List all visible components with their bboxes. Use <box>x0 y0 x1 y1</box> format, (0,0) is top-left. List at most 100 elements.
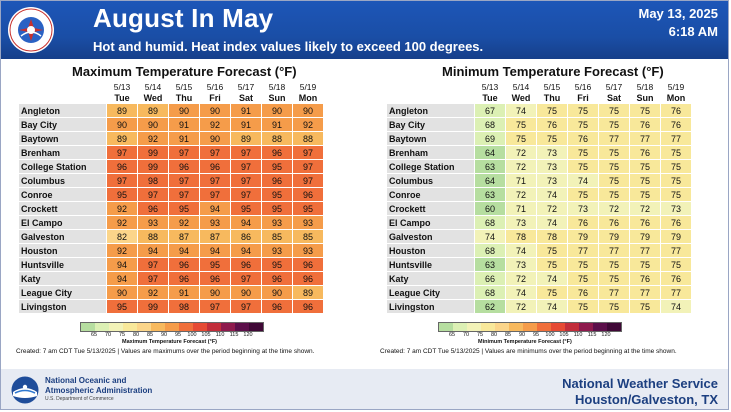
max-row: Houston 92 94 94 94 94 93 93 <box>18 243 324 258</box>
max-legend-swatch <box>81 323 95 331</box>
max-value-cell: 97 <box>199 145 231 160</box>
max-legend-tick: 100 <box>187 332 197 338</box>
min-city-cell: Brenham <box>386 145 475 160</box>
max-legend-swatch <box>249 323 263 331</box>
min-value-cell: 75 <box>598 145 630 160</box>
noaa-name: National Oceanic and Atmospheric Adminis… <box>45 376 152 405</box>
max-value-cell: 96 <box>292 299 324 314</box>
min-color-legend <box>438 322 622 332</box>
max-legend-swatch <box>95 323 109 331</box>
max-city-cell: Bay City <box>18 117 107 132</box>
min-value-cell: 74 <box>474 229 506 244</box>
max-value-cell: 94 <box>106 257 138 272</box>
min-value-cell: 79 <box>567 229 599 244</box>
nws-line2: Houston/Galveston, TX <box>574 392 718 407</box>
max-date-header: 5/17 <box>237 81 255 92</box>
min-value-cell: 66 <box>474 271 506 286</box>
max-value-cell: 88 <box>292 131 324 146</box>
max-value-cell: 87 <box>168 229 200 244</box>
max-value-cell: 95 <box>106 299 138 314</box>
min-value-cell: 76 <box>629 117 661 132</box>
max-value-cell: 96 <box>261 299 293 314</box>
max-date-header: 5/13 <box>113 81 131 92</box>
min-value-cell: 73 <box>660 201 692 216</box>
max-value-cell: 97 <box>230 187 262 202</box>
max-row: Huntsville 94 97 96 95 96 95 96 <box>18 257 324 272</box>
max-value-cell: 96 <box>199 159 231 174</box>
max-value-cell: 92 <box>168 215 200 230</box>
max-value-cell: 88 <box>261 131 293 146</box>
max-temp-panel: Maximum Temperature Forecast (°F) 5/13 5/… <box>10 64 365 364</box>
max-value-cell: 97 <box>230 145 262 160</box>
max-value-cell: 95 <box>261 201 293 216</box>
max-corner-2 <box>19 92 107 104</box>
max-city-cell: Houston <box>18 243 107 258</box>
max-value-cell: 93 <box>261 243 293 258</box>
max-day-header: Sun <box>268 92 286 103</box>
min-panel-note: Created: 7 am CDT Tue 5/13/2025 | Values… <box>380 348 677 355</box>
max-value-cell: 96 <box>230 257 262 272</box>
max-value-cell: 95 <box>106 187 138 202</box>
min-value-cell: 75 <box>598 187 630 202</box>
max-value-cell: 96 <box>292 187 324 202</box>
min-value-cell: 76 <box>629 215 661 230</box>
min-day-header: Sun <box>636 92 654 103</box>
min-day-header: Mon <box>666 92 686 103</box>
max-value-cell: 91 <box>168 285 200 300</box>
max-legend-swatch <box>207 323 221 331</box>
max-value-cell: 95 <box>168 201 200 216</box>
min-legend-swatch <box>579 323 593 331</box>
max-value-cell: 91 <box>230 117 262 132</box>
max-value-cell: 94 <box>199 201 231 216</box>
min-value-cell: 75 <box>598 159 630 174</box>
min-value-cell: 63 <box>474 257 506 272</box>
min-day-header: Sat <box>606 92 621 103</box>
max-city-cell: Angleton <box>18 103 107 118</box>
max-city-cell: El Campo <box>18 215 107 230</box>
min-value-cell: 75 <box>505 131 537 146</box>
min-value-cell: 77 <box>660 285 692 300</box>
nws-line1: National Weather Service <box>562 376 718 391</box>
min-value-cell: 75 <box>567 257 599 272</box>
nws-seal-icon <box>8 7 54 53</box>
issue-datetime: May 13, 2025 6:18 AM <box>638 5 718 41</box>
min-date-header: 5/13 <box>481 81 499 92</box>
max-value-cell: 97 <box>230 271 262 286</box>
min-legend-tick: 95 <box>532 332 540 338</box>
min-legend-tick: 75 <box>476 332 484 338</box>
min-day-header: Thu <box>543 92 561 103</box>
min-city-cell: Livingston <box>386 299 475 314</box>
min-city-cell: College Station <box>386 159 475 174</box>
min-value-cell: 68 <box>474 285 506 300</box>
max-value-cell: 96 <box>137 201 169 216</box>
max-value-cell: 92 <box>199 117 231 132</box>
max-value-cell: 99 <box>137 159 169 174</box>
max-date-header: 5/14 <box>144 81 162 92</box>
max-value-cell: 92 <box>137 131 169 146</box>
max-row: Columbus 97 98 97 97 97 96 97 <box>18 173 324 188</box>
max-row: Galveston 82 88 87 87 86 85 85 <box>18 229 324 244</box>
min-value-cell: 78 <box>536 229 568 244</box>
min-legend-tick: 120 <box>601 332 611 338</box>
min-date-header: 5/15 <box>543 81 561 92</box>
max-legend-tick: 90 <box>160 332 168 338</box>
max-value-cell: 93 <box>199 215 231 230</box>
min-day-header: Wed <box>511 92 531 103</box>
min-value-cell: 74 <box>536 271 568 286</box>
min-value-cell: 73 <box>536 145 568 160</box>
max-value-cell: 89 <box>106 103 138 118</box>
max-date-header: 5/15 <box>175 81 193 92</box>
min-value-cell: 75 <box>629 187 661 202</box>
max-row: Livingston 95 99 98 97 97 96 96 <box>18 299 324 314</box>
max-legend-tick: 85 <box>146 332 154 338</box>
min-row: College Station 63 72 73 75 75 75 75 <box>386 159 692 174</box>
min-date-header: 5/17 <box>605 81 623 92</box>
min-value-cell: 76 <box>629 145 661 160</box>
max-row: Brenham 97 99 97 97 97 96 97 <box>18 145 324 160</box>
min-value-cell: 75 <box>567 117 599 132</box>
max-value-cell: 97 <box>137 257 169 272</box>
min-date-header: 5/16 <box>574 81 592 92</box>
min-legend-swatch <box>551 323 565 331</box>
max-value-cell: 96 <box>168 271 200 286</box>
min-legend-tick: 65 <box>448 332 456 338</box>
